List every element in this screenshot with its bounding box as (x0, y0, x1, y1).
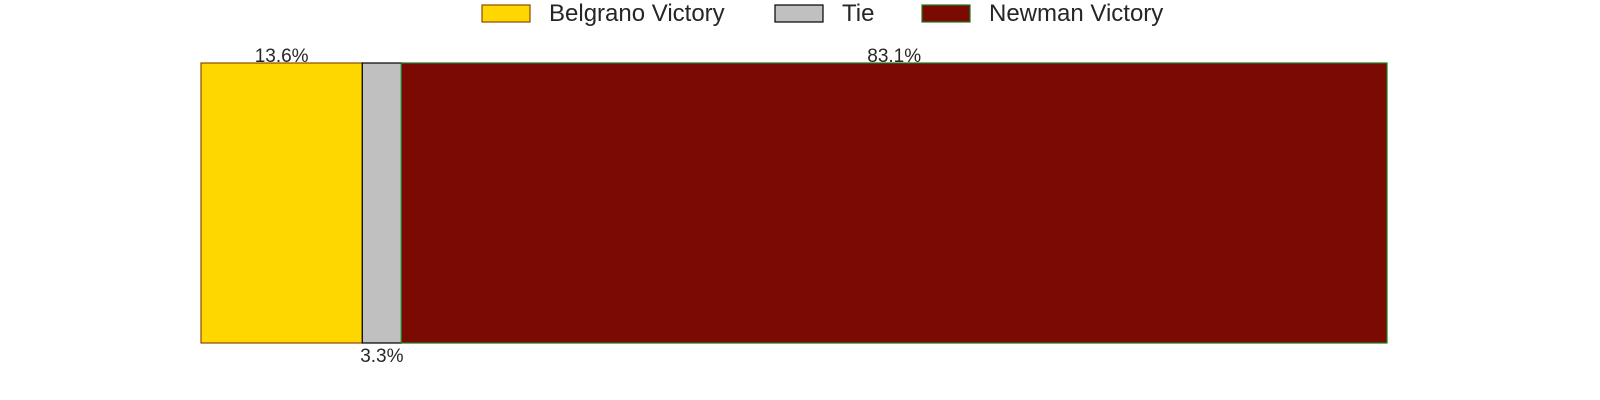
bar-segment-tie (361, 62, 403, 344)
data-label-newman-victory: 83.1% (867, 46, 921, 67)
legend: Belgrano Victory Tie Newman Victory (481, 0, 1163, 27)
legend-label-belgrano-victory: Belgrano Victory (549, 0, 725, 27)
data-label-belgrano-victory: 13.6% (255, 46, 309, 67)
legend-item-newman-victory: Newman Victory (921, 0, 1163, 27)
legend-item-tie: Tie (774, 0, 874, 27)
legend-swatch-newman-victory (921, 4, 971, 23)
legend-swatch-tie (774, 4, 824, 23)
legend-swatch-belgrano-victory (481, 4, 531, 23)
bar-segments (200, 62, 1388, 344)
data-labels: 13.6% 3.3% 83.1% (255, 46, 922, 367)
bar-segment-newman-victory (400, 62, 1388, 344)
legend-label-tie: Tie (842, 0, 874, 27)
data-label-tie: 3.3% (360, 346, 403, 367)
legend-item-belgrano-victory: Belgrano Victory (481, 0, 725, 27)
bar-segment-belgrano-victory (200, 62, 363, 344)
legend-label-newman-victory: Newman Victory (989, 0, 1163, 27)
